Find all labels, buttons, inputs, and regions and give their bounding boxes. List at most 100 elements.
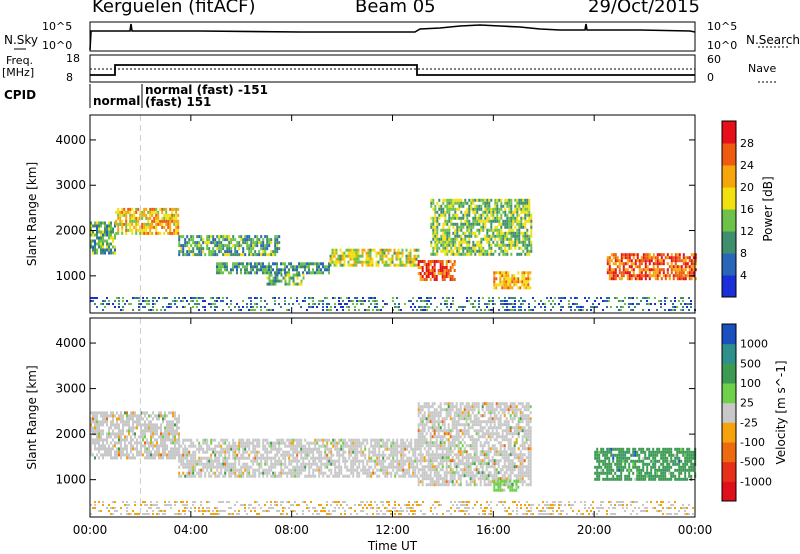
data-cell (146, 438, 148, 442)
data-cell (374, 438, 377, 442)
data-cell (333, 248, 336, 252)
data-cell (334, 438, 337, 442)
data-cell (386, 441, 389, 445)
data-cell (417, 459, 420, 463)
data-cell (108, 303, 110, 305)
data-cell (425, 444, 428, 448)
data-cell (357, 260, 360, 264)
data-cell (504, 243, 507, 247)
data-cell (166, 432, 168, 436)
data-cell (230, 309, 232, 311)
data-cell (228, 235, 231, 239)
data-cell (208, 462, 211, 466)
data-cell (250, 271, 252, 275)
data-cell (425, 275, 428, 278)
data-cell (224, 468, 227, 472)
data-cell (90, 224, 92, 228)
data-cell (500, 243, 503, 247)
data-cell (129, 213, 132, 217)
data-cell (218, 456, 221, 460)
data-cell (322, 262, 324, 266)
data-cell (376, 468, 379, 472)
data-cell (624, 297, 626, 299)
data-cell (435, 459, 438, 463)
data-cell (400, 309, 402, 311)
data-cell (392, 465, 395, 469)
data-cell (312, 456, 315, 460)
data-cell (165, 219, 168, 223)
data-cell (222, 438, 225, 442)
data-cell (688, 265, 691, 269)
data-cell (120, 435, 122, 439)
data-cell (106, 438, 108, 442)
data-cell (672, 274, 675, 278)
data-cell (451, 266, 454, 269)
data-cell (148, 444, 150, 448)
data-cell (341, 257, 344, 261)
data-cell (517, 277, 520, 281)
data-cell (439, 477, 442, 481)
data-cell (200, 459, 203, 463)
data-cell (130, 456, 132, 460)
data-cell (384, 453, 387, 457)
data-cell (188, 238, 191, 242)
data-cell (335, 257, 338, 261)
data-cell (425, 423, 428, 427)
data-cell (90, 227, 92, 231)
data-cell (636, 259, 639, 263)
data-cell (98, 447, 100, 451)
data-cell (258, 268, 260, 272)
data-cell (449, 480, 452, 484)
data-cell (220, 453, 223, 457)
data-cell (252, 468, 255, 472)
data-cell (352, 468, 355, 472)
data-cell (296, 265, 298, 269)
data-cell (446, 240, 449, 244)
data-cell (258, 450, 261, 454)
data-cell (412, 468, 415, 472)
data-cell (130, 444, 132, 448)
data-cell (512, 306, 514, 308)
data-cell (614, 271, 617, 275)
data-cell (429, 411, 432, 415)
data-cell (458, 234, 461, 238)
data-cell (433, 263, 436, 266)
data-cell (524, 240, 527, 244)
data-cell (292, 276, 295, 280)
data-cell (254, 271, 256, 275)
data-cell (104, 233, 106, 237)
data-cell (169, 225, 172, 229)
data-cell (202, 247, 205, 251)
data-cell (472, 249, 475, 253)
data-cell (206, 450, 209, 454)
data-cell (354, 441, 357, 445)
data-cell (116, 420, 118, 424)
data-cell (210, 441, 213, 445)
data-cell (463, 426, 466, 430)
data-cell (270, 241, 273, 245)
data-cell (386, 438, 389, 442)
data-cell (218, 265, 220, 269)
data-cell (194, 444, 197, 448)
data-cell (434, 243, 437, 247)
data-cell (550, 309, 552, 311)
data-cell (431, 480, 434, 484)
data-cell (628, 256, 631, 260)
data-cell (98, 432, 100, 436)
data-cell (178, 465, 181, 469)
data-cell (560, 309, 562, 311)
data-cell (476, 240, 479, 244)
data-cell (474, 207, 477, 211)
data-cell (511, 274, 514, 278)
data-cell (417, 477, 420, 481)
data-cell (463, 471, 466, 475)
data-cell (642, 256, 645, 260)
data-cell (419, 438, 422, 442)
data-cell (453, 471, 456, 475)
data-cell (445, 408, 448, 412)
data-cell (502, 249, 505, 253)
data-cell (612, 268, 615, 272)
data-cell (266, 282, 269, 286)
data-cell (180, 459, 183, 463)
data-cell (608, 259, 611, 263)
